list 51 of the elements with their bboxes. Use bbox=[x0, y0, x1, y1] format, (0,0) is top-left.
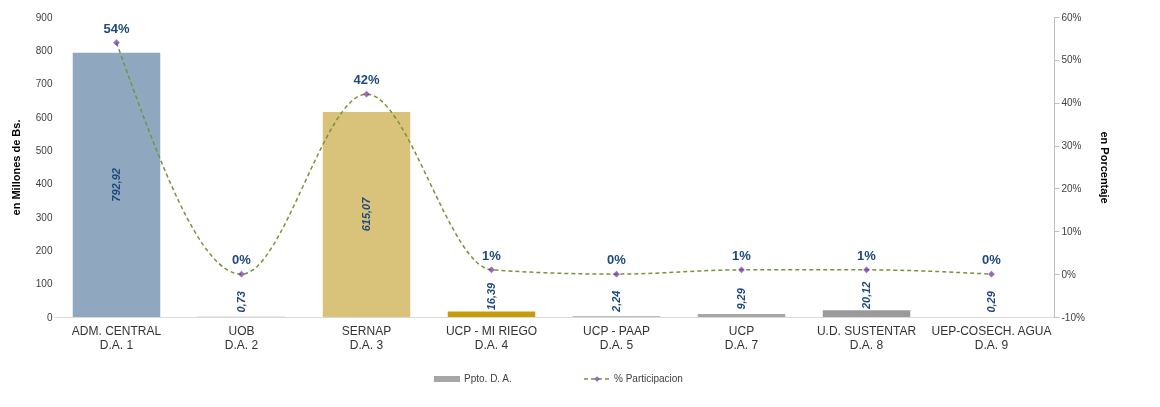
data-label: 1% bbox=[732, 247, 752, 263]
x-tick-label: SERNAP D.A. 3 bbox=[341, 323, 392, 352]
data-label: 615,07 bbox=[359, 196, 372, 232]
x-tick-label: UCP - PAAP D.A. 5 bbox=[583, 323, 650, 352]
data-label: 16,39 bbox=[484, 281, 497, 311]
data-label: 1% bbox=[857, 247, 877, 263]
x-tick-label: UCP - MI RIEGO D.A. 4 bbox=[445, 323, 538, 352]
data-label: 792,92 bbox=[109, 168, 122, 202]
y-tick-label: 300 bbox=[35, 211, 53, 223]
x-tick-label: ADM. CENTRAL D.A. 1 bbox=[71, 323, 162, 352]
bar bbox=[322, 111, 411, 317]
y-tick-label: 200 bbox=[35, 244, 53, 256]
y-axis-title: en Millones de Bs. bbox=[9, 119, 22, 216]
y-tick-label: 100 bbox=[35, 278, 53, 290]
y-tick-label: 600 bbox=[35, 111, 53, 123]
y2-tick-label: -10% bbox=[1061, 311, 1085, 323]
legend-label: Ppto. D. A. bbox=[464, 373, 512, 384]
y2-tick-label: 0% bbox=[1061, 268, 1077, 280]
data-label: 9,29 bbox=[734, 287, 747, 310]
data-label: 0,29 bbox=[984, 290, 997, 313]
data-label: 0,73 bbox=[234, 291, 247, 313]
data-label: 0% bbox=[232, 252, 252, 268]
data-label: 0% bbox=[982, 252, 1002, 268]
bar bbox=[72, 52, 161, 317]
data-label: 20,12 bbox=[859, 281, 872, 311]
y2-tick-label: 10% bbox=[1061, 225, 1082, 237]
y2-tick-label: 60% bbox=[1061, 11, 1082, 23]
bar bbox=[822, 310, 911, 317]
data-label: 0% bbox=[607, 252, 627, 268]
y-tick-label: 500 bbox=[35, 144, 53, 156]
x-tick-label: UCP D.A. 7 bbox=[724, 323, 759, 352]
data-label: 42% bbox=[353, 72, 380, 88]
data-label: 54% bbox=[103, 20, 130, 36]
bar bbox=[697, 313, 786, 317]
legend-label: % Participacion bbox=[614, 373, 683, 384]
y-tick-label: 0 bbox=[46, 311, 53, 323]
y-tick-label: 900 bbox=[35, 11, 53, 23]
y-tick-label: 800 bbox=[35, 44, 53, 56]
bar bbox=[447, 311, 536, 317]
y2-tick-label: 20% bbox=[1061, 182, 1082, 194]
x-tick-label: UOB D.A. 2 bbox=[224, 323, 259, 352]
y2-tick-label: 50% bbox=[1061, 54, 1082, 66]
data-label: 2,24 bbox=[609, 290, 622, 313]
y2-tick-label: 30% bbox=[1061, 140, 1082, 152]
x-tick-label: U.D. SUSTENTAR D.A. 8 bbox=[816, 323, 917, 352]
x-tick-label: UEP-COSECH. AGUA D.A. 9 bbox=[931, 323, 1052, 352]
y2-axis-title: en Porcentaje bbox=[1098, 131, 1111, 204]
data-label: 1% bbox=[482, 247, 502, 263]
y-tick-label: 400 bbox=[35, 178, 53, 190]
y2-tick-label: 40% bbox=[1061, 97, 1082, 109]
y-tick-label: 700 bbox=[35, 78, 53, 90]
